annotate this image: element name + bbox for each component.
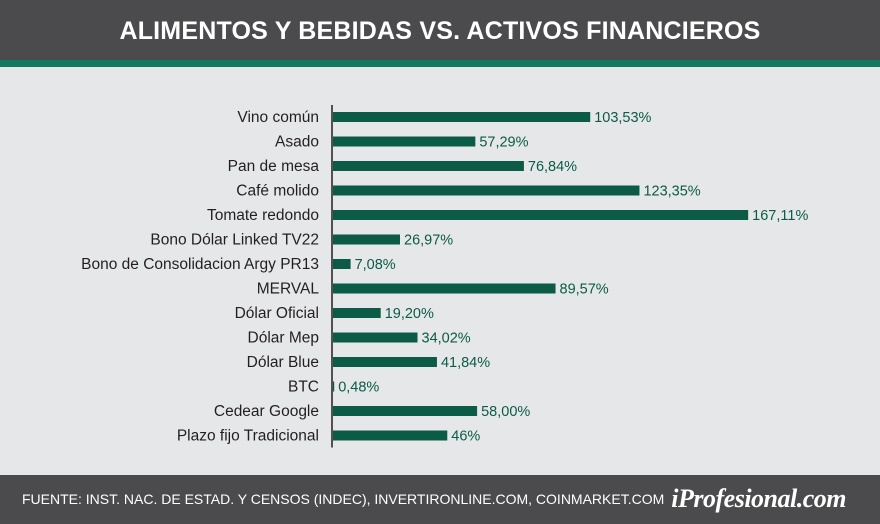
category-label: Bono Dólar Linked TV22 [150, 232, 319, 249]
data-label: 123,35% [643, 184, 700, 200]
bar [333, 308, 381, 318]
data-label: 167,11% [752, 208, 808, 224]
category-label: Pan de mesa [228, 158, 320, 175]
category-label: Vino común [237, 109, 319, 126]
bar [333, 185, 640, 196]
category-label: Plazo fijo Tradicional [177, 428, 319, 445]
accent-stripe [0, 60, 880, 67]
data-label: 41,84% [441, 355, 490, 371]
category-label: Bono de Consolidacion Argy PR13 [81, 256, 319, 273]
bar [333, 283, 556, 294]
bar [333, 406, 478, 416]
category-label: Café molido [236, 183, 319, 200]
data-label: 7,08% [355, 257, 396, 273]
bar [333, 259, 351, 269]
source-note: FUENTE: INST. NAC. DE ESTAD. Y CENSOS (I… [22, 491, 665, 507]
bar [333, 430, 448, 441]
category-label: Dólar Oficial [235, 305, 319, 322]
category-label: BTC [288, 379, 319, 396]
bar [333, 234, 401, 245]
bar [333, 332, 418, 343]
data-label: 57,29% [479, 135, 528, 151]
category-label: MERVAL [257, 281, 320, 298]
data-label: 46% [451, 429, 480, 445]
bar [333, 381, 335, 392]
data-label: 34,02% [422, 331, 471, 347]
category-label: Asado [275, 134, 319, 151]
brand-logo: iProfesional.com [671, 484, 846, 513]
data-label: 0,48% [338, 380, 379, 396]
chart-title: ALIMENTOS Y BEBIDAS VS. ACTIVOS FINANCIE… [119, 17, 761, 45]
data-label: 76,84% [528, 159, 577, 175]
category-label: Dólar Blue [247, 354, 319, 371]
data-label: 26,97% [404, 233, 453, 249]
data-label: 103,53% [594, 110, 651, 126]
category-label: Dólar Mep [248, 330, 320, 347]
bar [333, 210, 749, 220]
category-label: Tomate redondo [207, 207, 319, 224]
data-label: 19,20% [385, 306, 434, 322]
bar-chart: Vino común 103,53% Asado 57,29% Pan de mesa 7… [0, 67, 880, 475]
data-label: 58,00% [481, 404, 530, 420]
bar [333, 357, 437, 367]
data-label: 89,57% [560, 282, 609, 298]
category-label: Cedear Google [214, 403, 319, 420]
header-bar: ALIMENTOS Y BEBIDAS VS. ACTIVOS FINANCIE… [0, 0, 880, 60]
footer-bar: FUENTE: INST. NAC. DE ESTAD. Y CENSOS (I… [0, 475, 880, 524]
bar [333, 161, 524, 171]
bar [333, 112, 591, 122]
bar [333, 136, 476, 147]
bar-chart-svg: Vino común 103,53% Asado 57,29% Pan de mesa 7… [81, 105, 808, 448]
